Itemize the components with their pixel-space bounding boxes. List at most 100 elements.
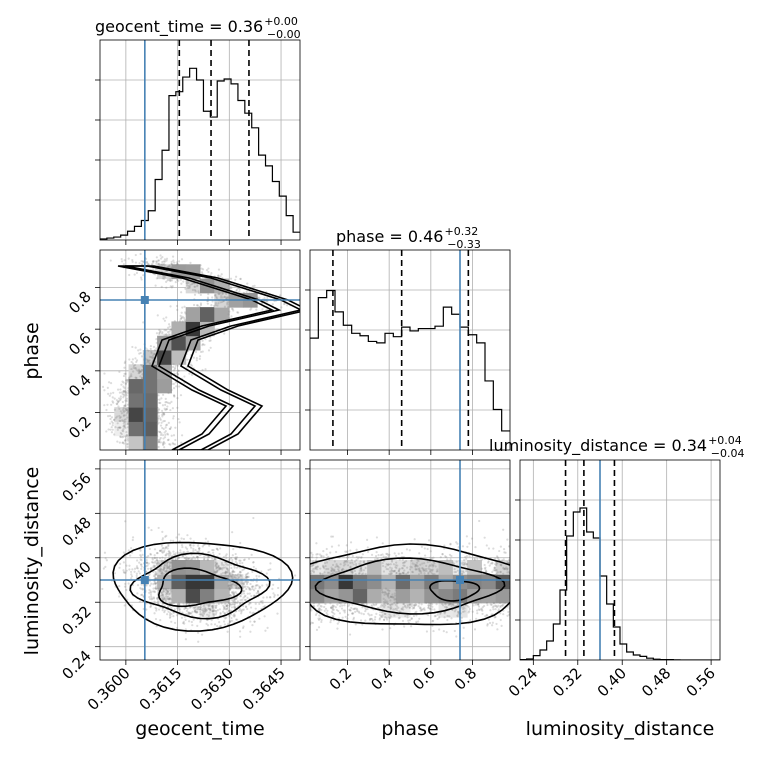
sample-point [453,610,457,613]
sample-point [258,296,261,299]
sample-point [183,318,186,321]
sample-point [158,264,161,267]
sample-point [164,333,167,337]
sample-point [156,314,159,317]
sample-point [321,572,324,576]
sample-point [235,557,238,561]
sample-point [314,567,318,570]
sample-point [113,418,116,421]
sample-point [180,282,183,285]
sample-point [207,607,210,610]
sample-point [118,441,121,444]
sample-point [163,572,166,575]
sample-point [184,618,187,622]
sample-point [116,401,119,404]
sample-point [126,379,129,382]
sample-point [148,359,151,362]
sample-point [167,598,170,601]
sample-point [240,612,243,615]
sample-point [332,572,335,575]
sample-point [382,618,386,621]
sample-point [193,609,196,613]
sample-point [213,558,217,561]
contour-line [117,265,300,450]
density-cell [438,574,454,590]
density-cell [114,407,130,422]
sample-point [399,572,403,575]
sample-point [145,584,148,587]
sample-point [189,537,192,540]
sample-point [252,611,255,614]
sample-point [385,567,388,571]
sample-point [138,370,142,373]
sample-point [345,556,349,559]
sample-point [432,619,435,622]
sample-point [150,598,153,601]
sample-point [395,571,398,575]
density-cell [381,602,397,618]
sample-point [486,561,490,564]
sample-point [157,421,160,424]
sample-point [185,609,189,612]
sample-point [212,609,215,612]
sample-point [176,373,180,376]
sample-point [238,630,242,633]
sample-point [192,607,195,610]
sample-point [480,567,483,570]
sample-point [457,613,460,616]
sample-point [233,575,236,578]
sample-point [400,607,403,610]
sample-point [163,275,167,279]
sample-point [410,617,413,620]
sample-point [503,567,507,570]
sample-point [140,593,143,597]
sample-point [126,422,130,426]
sample-point [315,612,318,615]
sample-point [159,263,162,266]
sample-point [388,606,392,609]
sample-point [149,567,152,570]
sample-point [403,569,406,572]
sample-point [216,569,219,572]
sample-point [226,607,229,610]
sample-point [190,620,193,624]
sample-point [200,613,203,616]
sample-point [394,554,398,557]
sample-point [332,615,335,618]
sample-point [168,564,171,568]
sample-point [215,609,218,613]
sample-point [343,611,346,614]
sample-point [500,563,503,566]
truth-marker [456,576,464,584]
sample-point [199,302,203,305]
sample-point [123,439,127,442]
sample-point [124,426,127,430]
sample-point [226,569,230,572]
sample-point [213,572,216,575]
sample-point [227,568,230,571]
sample-point [235,585,238,588]
sample-point [226,630,229,633]
sample-point [345,544,348,547]
sample-point [161,412,164,415]
sample-point [164,570,167,574]
sample-point [343,604,346,607]
sample-point [140,563,143,566]
sample-point [135,376,138,380]
sample-point [322,555,325,558]
sample-point [331,569,334,572]
sample-point [179,608,182,611]
sample-point [139,370,142,373]
sample-point [146,359,149,362]
sample-point [487,618,491,621]
sample-point [162,262,166,266]
sample-point [394,589,397,592]
sample-point [197,606,200,609]
sample-point [122,425,125,428]
sample-point [424,569,427,572]
sample-point [340,569,343,572]
sample-point [346,561,349,564]
sample-point [192,356,196,359]
sample-point [502,567,505,570]
sample-point [216,569,219,572]
